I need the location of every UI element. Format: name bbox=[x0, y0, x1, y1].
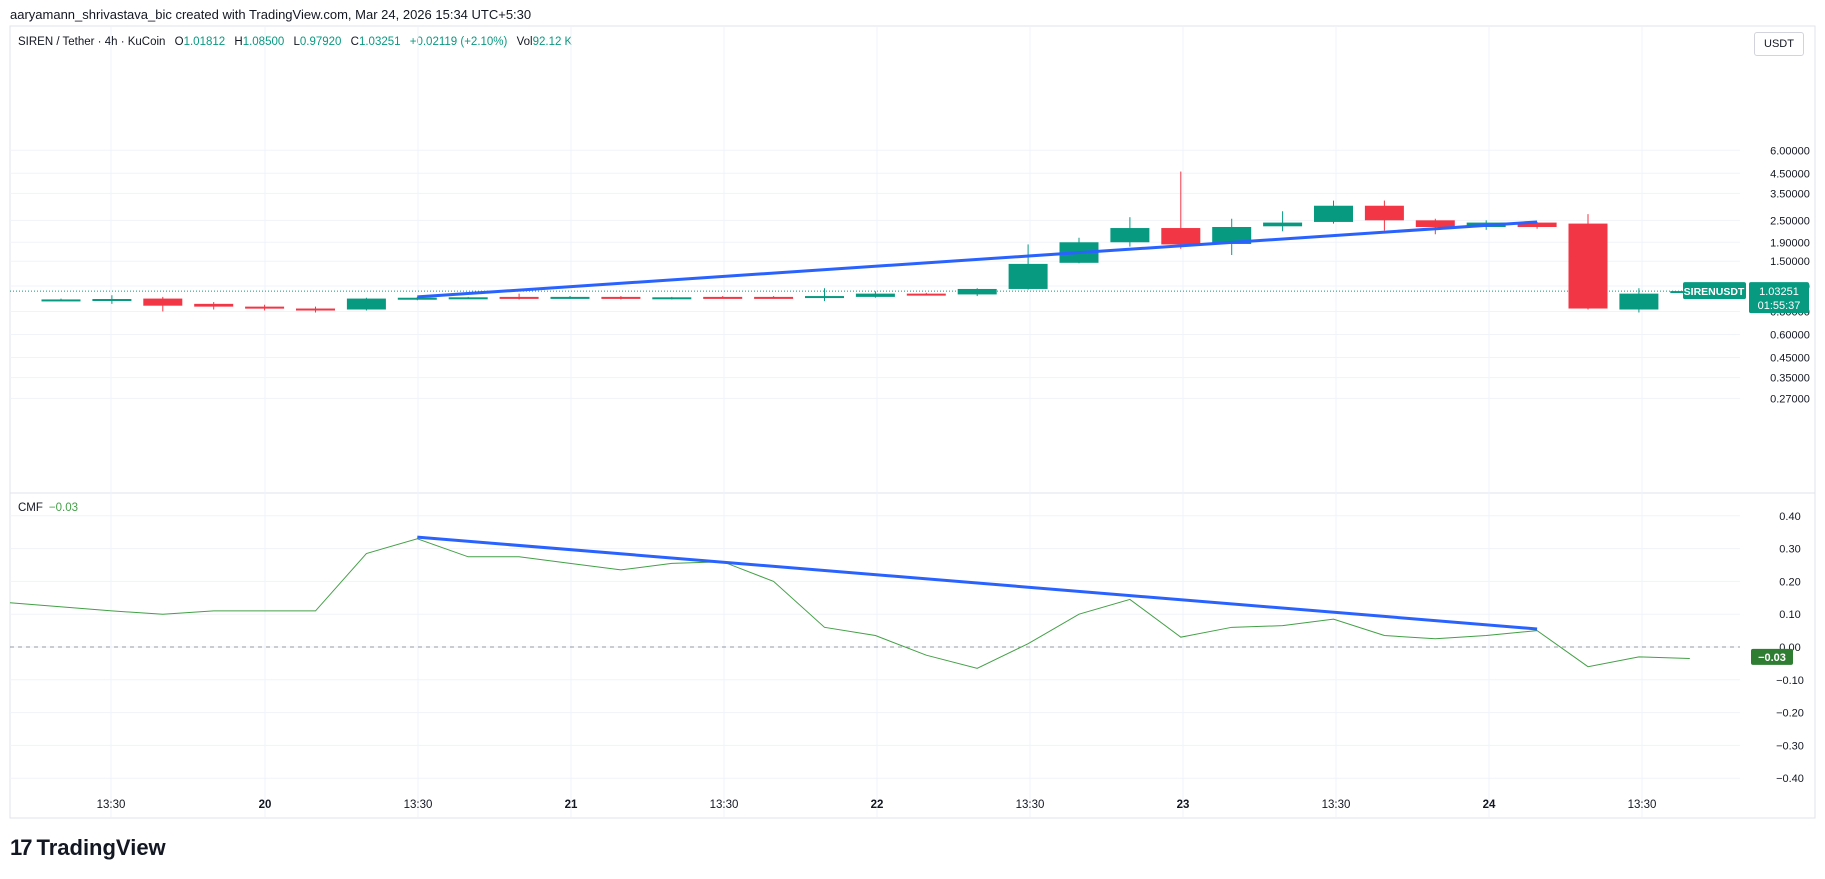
candle-body bbox=[906, 293, 946, 296]
cmf-tag-bg bbox=[1751, 648, 1793, 665]
cmf-value: −0.03 bbox=[48, 502, 79, 514]
candle-body bbox=[1263, 222, 1303, 227]
candle-body bbox=[346, 298, 386, 310]
candle-body bbox=[652, 297, 692, 300]
candle-body bbox=[143, 298, 183, 306]
time-tick-label: 13:30 bbox=[1628, 799, 1657, 811]
candle-body bbox=[1110, 228, 1150, 243]
symbol-tag-bg bbox=[1683, 282, 1746, 300]
candle-body bbox=[805, 296, 844, 299]
change-value: +0.02119 (+2.10%) bbox=[409, 36, 508, 48]
time-tick-label: 22 bbox=[871, 799, 884, 811]
candle-body bbox=[703, 296, 743, 299]
close-value: 1.03251 bbox=[358, 36, 401, 48]
volume-value: 92.12 K bbox=[532, 36, 573, 48]
candle-body bbox=[397, 297, 437, 300]
candle-body bbox=[550, 296, 590, 299]
candle-body bbox=[245, 306, 285, 309]
time-axis: 13:30 20 13:30 21 13:30 22 13:30 23 13:30 24 13:30 bbox=[97, 799, 1657, 811]
price-tick-label: 0.45000 bbox=[1770, 353, 1810, 365]
candle-body bbox=[194, 303, 234, 307]
time-tick-label: 13:30 bbox=[1322, 799, 1351, 811]
time-tick-label: 13:30 bbox=[710, 799, 739, 811]
candle-body bbox=[499, 296, 539, 299]
cmf-tag-text: −0.03 bbox=[1758, 652, 1786, 664]
cmf-label: CMF bbox=[18, 502, 43, 514]
candle-body bbox=[296, 308, 335, 311]
candle-body bbox=[1364, 205, 1404, 221]
candle-body bbox=[92, 299, 132, 302]
tradingview-logo[interactable]: 17 TradingView bbox=[10, 835, 166, 861]
candle-body bbox=[1008, 263, 1048, 289]
cmf-axis: 0.400.300.200.100.00−0.10−0.20−0.30−0.40 bbox=[1776, 511, 1804, 785]
low-value: 0.97920 bbox=[299, 36, 342, 48]
low-label: L bbox=[293, 36, 300, 48]
cmf-tick-label: 0.30 bbox=[1779, 544, 1800, 556]
currency-selector[interactable]: USDT bbox=[1754, 32, 1804, 56]
candle-body bbox=[754, 296, 794, 299]
price-tick-label: 0.35000 bbox=[1770, 373, 1810, 385]
cmf-tick-label: −0.20 bbox=[1776, 708, 1804, 720]
symbol-legend: SIREN / Tether · 4h · KuCoin O1.01812 H1… bbox=[18, 36, 572, 48]
volume-label: Vol bbox=[516, 36, 533, 48]
candle-body bbox=[1415, 220, 1455, 227]
time-tick-label: 13:30 bbox=[1016, 799, 1045, 811]
high-label: H bbox=[234, 36, 243, 48]
symbol-label[interactable]: SIREN / Tether · 4h · KuCoin bbox=[18, 36, 166, 48]
cmf-tick-label: 0.40 bbox=[1779, 511, 1800, 523]
price-tick-label: 0.27000 bbox=[1770, 393, 1810, 405]
candle-body bbox=[1314, 205, 1353, 222]
price-tag-countdown: 01:55:37 bbox=[1758, 300, 1801, 312]
candles bbox=[41, 171, 1710, 313]
time-tick-label: 13:30 bbox=[404, 799, 433, 811]
price-tick-label: 1.90000 bbox=[1770, 237, 1810, 249]
cmf-tick-label: 0.20 bbox=[1779, 576, 1800, 588]
price-tick-label: 1.50000 bbox=[1770, 256, 1810, 268]
time-tick-label: 20 bbox=[259, 799, 272, 811]
cmf-tick-label: −0.40 bbox=[1776, 773, 1804, 785]
cmf-tick-label: 0.10 bbox=[1779, 609, 1800, 621]
tradingview-logo-text: TradingView bbox=[36, 835, 166, 860]
cmf-legend[interactable]: CMF −0.03 bbox=[18, 502, 78, 514]
grid-lines bbox=[10, 27, 1740, 817]
axis-tags: SIRENUSDT 1.03251 01:55:37 −0.03 bbox=[1683, 282, 1809, 665]
candle-body bbox=[1212, 226, 1252, 244]
cmf-line bbox=[9, 538, 1690, 669]
candle-body bbox=[601, 296, 641, 299]
candle-body bbox=[855, 293, 895, 297]
time-tick-label: 23 bbox=[1177, 799, 1190, 811]
high-value: 1.08500 bbox=[242, 36, 285, 48]
time-tick-label: 24 bbox=[1483, 799, 1496, 811]
candle-body bbox=[41, 299, 81, 302]
chart-caption: aaryamann_shrivastava_bic created with T… bbox=[10, 7, 532, 22]
candle-body bbox=[1517, 222, 1557, 227]
tradingview-mark-icon: 17 bbox=[10, 835, 33, 860]
candle-body bbox=[1161, 228, 1201, 245]
cmf-tick-label: −0.30 bbox=[1776, 740, 1804, 752]
candle-body bbox=[1619, 293, 1659, 310]
price-tag-bg bbox=[1749, 282, 1809, 314]
candle-body bbox=[957, 288, 997, 295]
price-tick-label: 0.60000 bbox=[1770, 329, 1810, 341]
open-value: 1.01812 bbox=[183, 36, 226, 48]
time-tick-label: 21 bbox=[565, 799, 578, 811]
close-label: C bbox=[350, 36, 359, 48]
candle-body bbox=[1568, 223, 1608, 309]
price-tick-label: 6.00000 bbox=[1770, 145, 1810, 157]
candle-body bbox=[448, 297, 488, 300]
price-trendline[interactable] bbox=[417, 220, 1538, 299]
price-tick-label: 3.50000 bbox=[1770, 188, 1810, 200]
symbol-tag-text: SIRENUSDT bbox=[1684, 286, 1745, 298]
price-axis: 6.00000 4.50000 3.50000 2.50000 1.90000 1.500… bbox=[1770, 145, 1810, 405]
price-tick-label: 2.50000 bbox=[1770, 215, 1810, 227]
price-tick-label: 4.50000 bbox=[1770, 168, 1810, 180]
time-tick-label: 13:30 bbox=[97, 799, 126, 811]
open-label: O bbox=[174, 36, 184, 48]
cmf-tick-label: −0.10 bbox=[1776, 675, 1804, 687]
price-tag-value: 1.03251 bbox=[1759, 286, 1799, 298]
cmf-trendline[interactable] bbox=[417, 535, 1538, 631]
